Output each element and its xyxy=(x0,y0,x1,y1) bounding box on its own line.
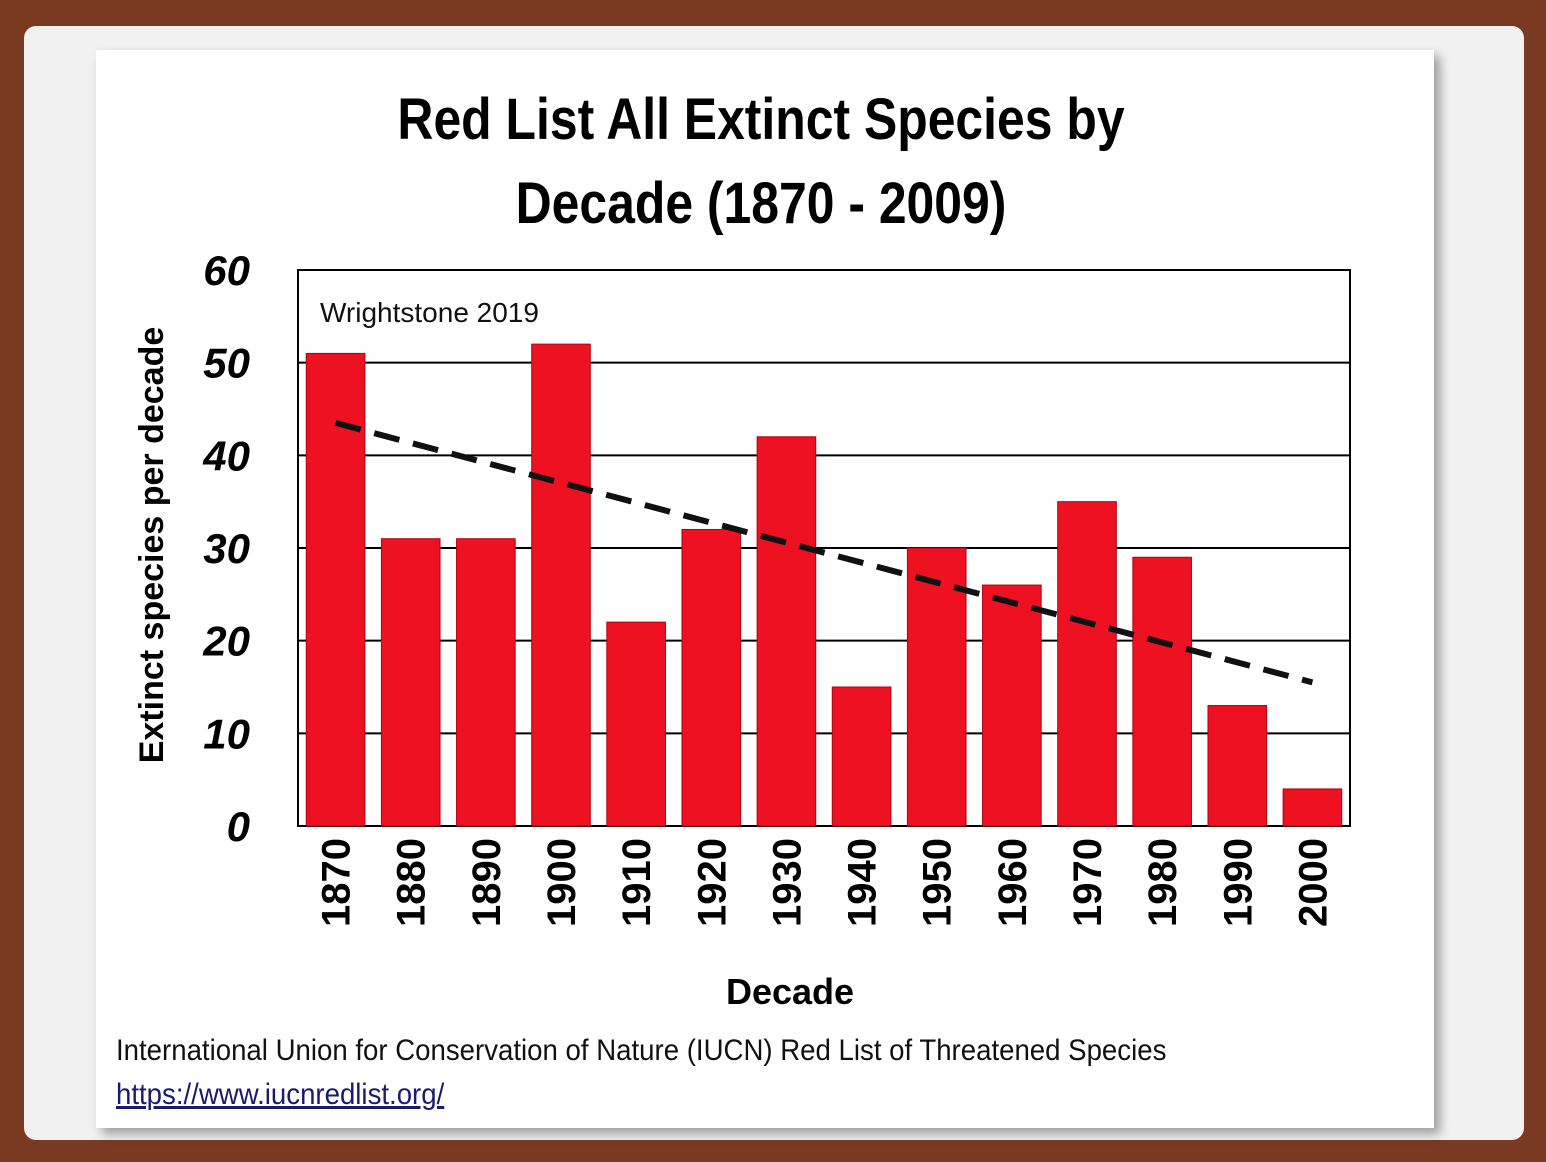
x-tick-label-2000: 2000 xyxy=(1291,838,1335,927)
x-tick-label-1880: 1880 xyxy=(390,838,434,927)
bar-1940 xyxy=(831,686,892,827)
x-tick-label-1870: 1870 xyxy=(315,838,359,927)
y-tick-label: 20 xyxy=(202,618,250,665)
x-tick-label-1960: 1960 xyxy=(991,838,1035,927)
bar-1920 xyxy=(681,528,742,827)
y-tick-label: 30 xyxy=(203,525,250,572)
chart-title-line-1: Red List All Extinct Species by xyxy=(397,87,1125,152)
x-tick-label-1910: 1910 xyxy=(615,838,659,927)
bars xyxy=(305,343,1343,827)
x-tick-label-1950: 1950 xyxy=(916,838,960,927)
x-tick-label-1970: 1970 xyxy=(1066,838,1110,927)
x-tick-label-1890: 1890 xyxy=(465,838,509,927)
chart-title-line-2: Decade (1870 - 2009) xyxy=(515,171,1007,236)
x-tick-label-1980: 1980 xyxy=(1141,838,1185,927)
bar-1980 xyxy=(1132,556,1192,827)
source-citation: International Union for Conservation of … xyxy=(116,1034,1167,1067)
y-tick-label: 60 xyxy=(203,247,250,294)
bar-1890 xyxy=(456,538,516,827)
bar-1970 xyxy=(1057,501,1117,827)
x-tick-label-1990: 1990 xyxy=(1216,838,1260,927)
bar-1950 xyxy=(906,547,967,827)
x-tick-label-1930: 1930 xyxy=(765,838,809,927)
bar-2000 xyxy=(1282,788,1343,827)
x-tick-label-1900: 1900 xyxy=(540,838,584,927)
grid-lines xyxy=(298,361,1350,735)
y-tick-label: 40 xyxy=(202,432,250,479)
y-tick-labels: 0 10 20 30 40 50 60 xyxy=(202,247,250,850)
x-tick-label-1920: 1920 xyxy=(690,838,734,927)
source-link[interactable]: https://www.iucnredlist.org/ xyxy=(116,1078,445,1111)
annotation-label: Wrightstone 2019 xyxy=(320,297,539,328)
chart-title: Red List All Extinct Species by Decade (… xyxy=(189,78,1333,246)
y-tick-label: 10 xyxy=(203,710,250,757)
y-tick-label: 50 xyxy=(203,340,250,387)
bar-1910 xyxy=(606,621,666,827)
bar-1960 xyxy=(982,584,1042,827)
x-tick-label-1940: 1940 xyxy=(841,838,885,927)
x-tick-labels: 1870 1880 1890 1900 1910 1920 1930 1940 1950 1960… xyxy=(315,838,1336,927)
bar-1930 xyxy=(756,436,817,827)
x-axis-label: Decade xyxy=(726,971,854,1012)
bar-1900 xyxy=(531,343,591,827)
y-axis-label: Extinct species per decade xyxy=(133,327,171,764)
y-tick-label: 0 xyxy=(227,803,250,850)
bar-1880 xyxy=(380,538,441,827)
bar-1870 xyxy=(305,352,366,827)
plot-border xyxy=(297,269,1351,827)
trend-line xyxy=(334,420,1314,686)
bar-1990 xyxy=(1207,705,1268,827)
